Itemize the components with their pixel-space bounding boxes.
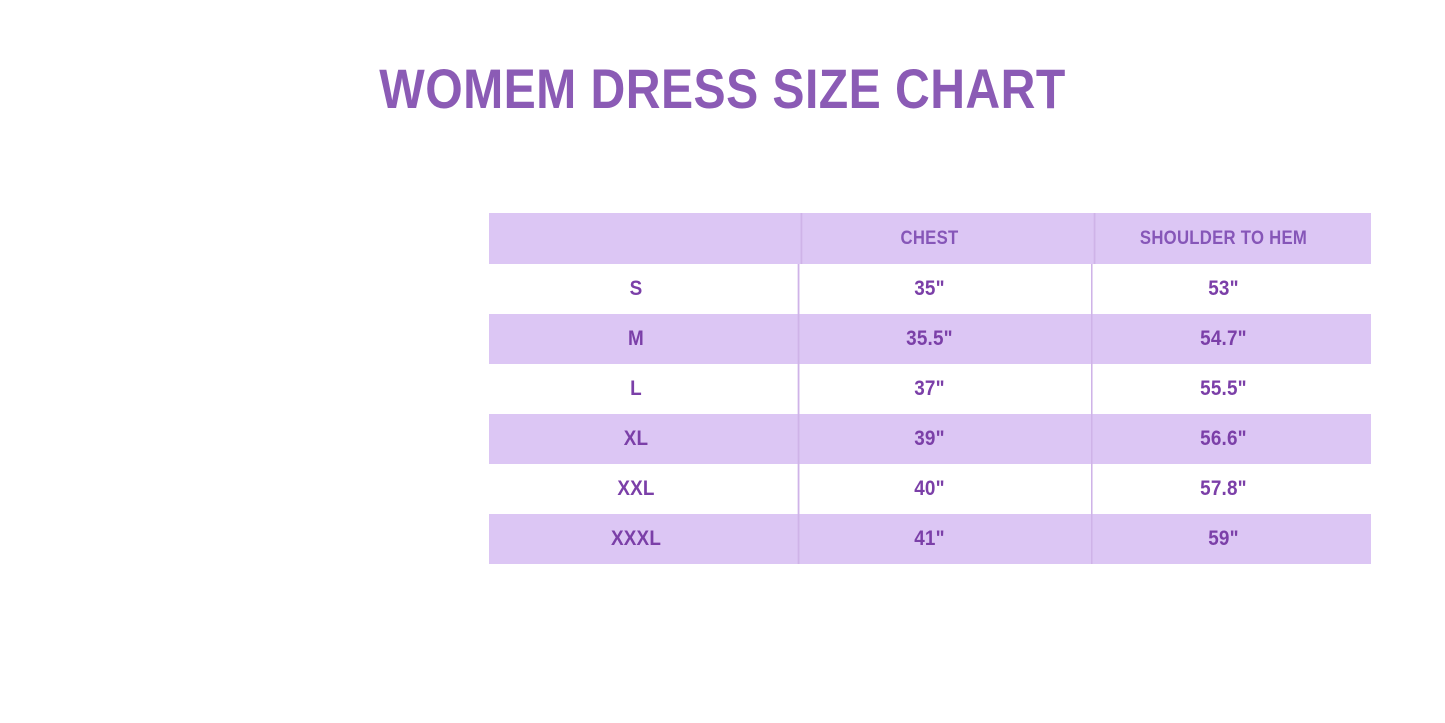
cell-size: XXXL — [610, 527, 662, 550]
cell-shoulder-to-hem: 59" — [1091, 514, 1357, 564]
table-row: S 35" 53" — [489, 264, 1371, 314]
column-header-shoulder-to-hem: SHOULDER TO HEM — [1094, 213, 1354, 264]
table-row: L 37" 55.5" — [489, 364, 1371, 414]
cell-shoulder-to-hem: 54.7" — [1091, 314, 1357, 364]
page-title: WOMEM DRESS SIZE CHART — [379, 57, 1066, 120]
column-header-size — [507, 213, 766, 264]
cell-size: S — [629, 277, 643, 300]
table-row: XXL 40" 57.8" — [489, 464, 1371, 514]
cell-chest: 35.5" — [798, 314, 1062, 364]
cell-size: XXL — [617, 477, 655, 500]
table-row: M 35.5" 54.7" — [489, 314, 1371, 364]
table-body: S 35" 53" M 35.5" 54.7" L 37" 55.5" XL 3… — [489, 264, 1371, 564]
cell-shoulder-to-hem: 57.8" — [1091, 464, 1357, 514]
cell-size: M — [628, 327, 644, 350]
cell-shoulder-to-hem: 55.5" — [1091, 364, 1357, 414]
cell-chest: 35" — [798, 264, 1062, 314]
column-header-chest: CHEST — [801, 213, 1059, 264]
table-row: XXXL 41" 59" — [489, 514, 1371, 564]
table-row: XL 39" 56.6" — [489, 414, 1371, 464]
size-chart-table: CHEST SHOULDER TO HEM S 35" 53" M 35.5" … — [489, 213, 1371, 564]
cell-size: L — [630, 377, 642, 400]
table-header-row: CHEST SHOULDER TO HEM — [489, 213, 1371, 264]
cell-chest: 39" — [798, 414, 1062, 464]
table-header: CHEST SHOULDER TO HEM — [489, 213, 1371, 264]
cell-chest: 40" — [798, 464, 1062, 514]
cell-chest: 41" — [798, 514, 1062, 564]
cell-shoulder-to-hem: 56.6" — [1091, 414, 1357, 464]
cell-chest: 37" — [798, 364, 1062, 414]
cell-size: XL — [623, 427, 649, 450]
cell-shoulder-to-hem: 53" — [1091, 264, 1357, 314]
